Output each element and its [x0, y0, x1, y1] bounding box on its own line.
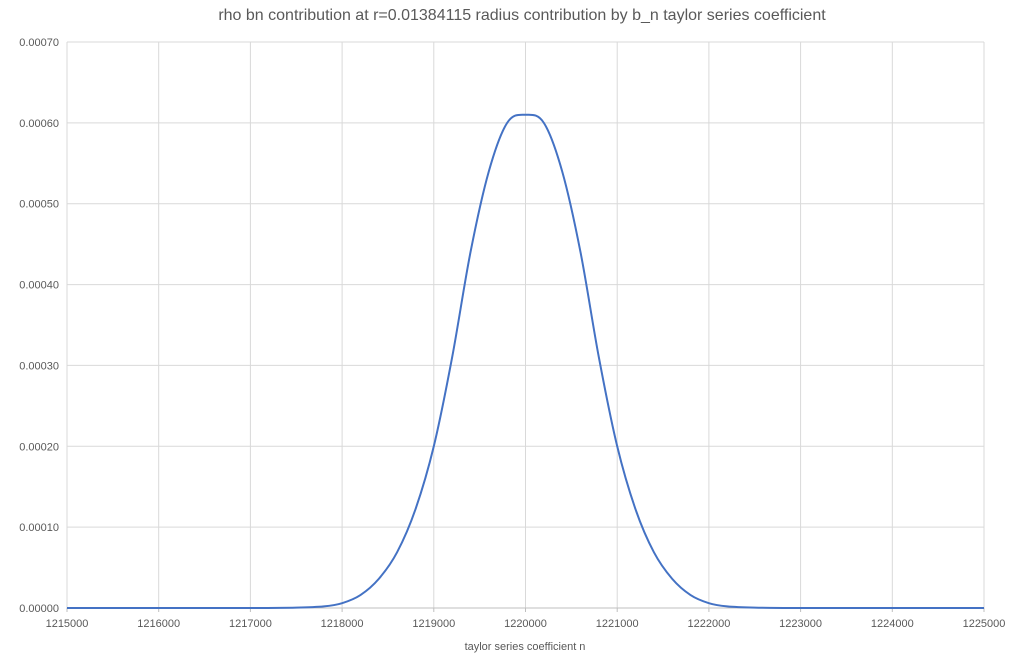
series-line-0	[66, 113, 984, 610]
x-tick-label-0: 1215000	[46, 618, 89, 630]
x-tick-label-9: 1224000	[871, 618, 914, 630]
x-tick-label-3: 1218000	[321, 618, 364, 630]
x-tick-label-10: 1225000	[963, 618, 1006, 630]
y-tick-label-7: 0.00070	[19, 37, 59, 49]
y-tick-label-3: 0.00030	[19, 360, 59, 372]
x-tick-label-1: 1216000	[137, 618, 180, 630]
y-tick-label-2: 0.00020	[19, 441, 59, 453]
x-tick-label-2: 1217000	[229, 618, 272, 630]
y-tick-label-6: 0.00060	[19, 118, 59, 130]
tick-labels: 0.00000 0.00010 0.00020 0.00030 0.00040 0.000…	[19, 37, 1005, 630]
y-tick-label-5: 0.00050	[19, 199, 59, 211]
x-tick-label-8: 1223000	[779, 618, 822, 630]
x-tick-label-5: 1220000	[504, 618, 547, 630]
x-tick-label-6: 1221000	[596, 618, 639, 630]
chart-title: rho bn contribution at r=0.01384115 radi…	[218, 7, 826, 24]
series-layer	[66, 113, 984, 610]
x-axis-title: taylor series coefficient n	[465, 641, 586, 653]
y-tick-label-0: 0.00000	[19, 603, 59, 615]
y-tick-label-1: 0.00010	[19, 522, 59, 534]
y-tick-label-4: 0.00040	[19, 280, 59, 292]
x-tick-label-7: 1222000	[687, 618, 730, 630]
gridlines	[66, 41, 985, 609]
x-tick-label-4: 1219000	[412, 618, 455, 630]
